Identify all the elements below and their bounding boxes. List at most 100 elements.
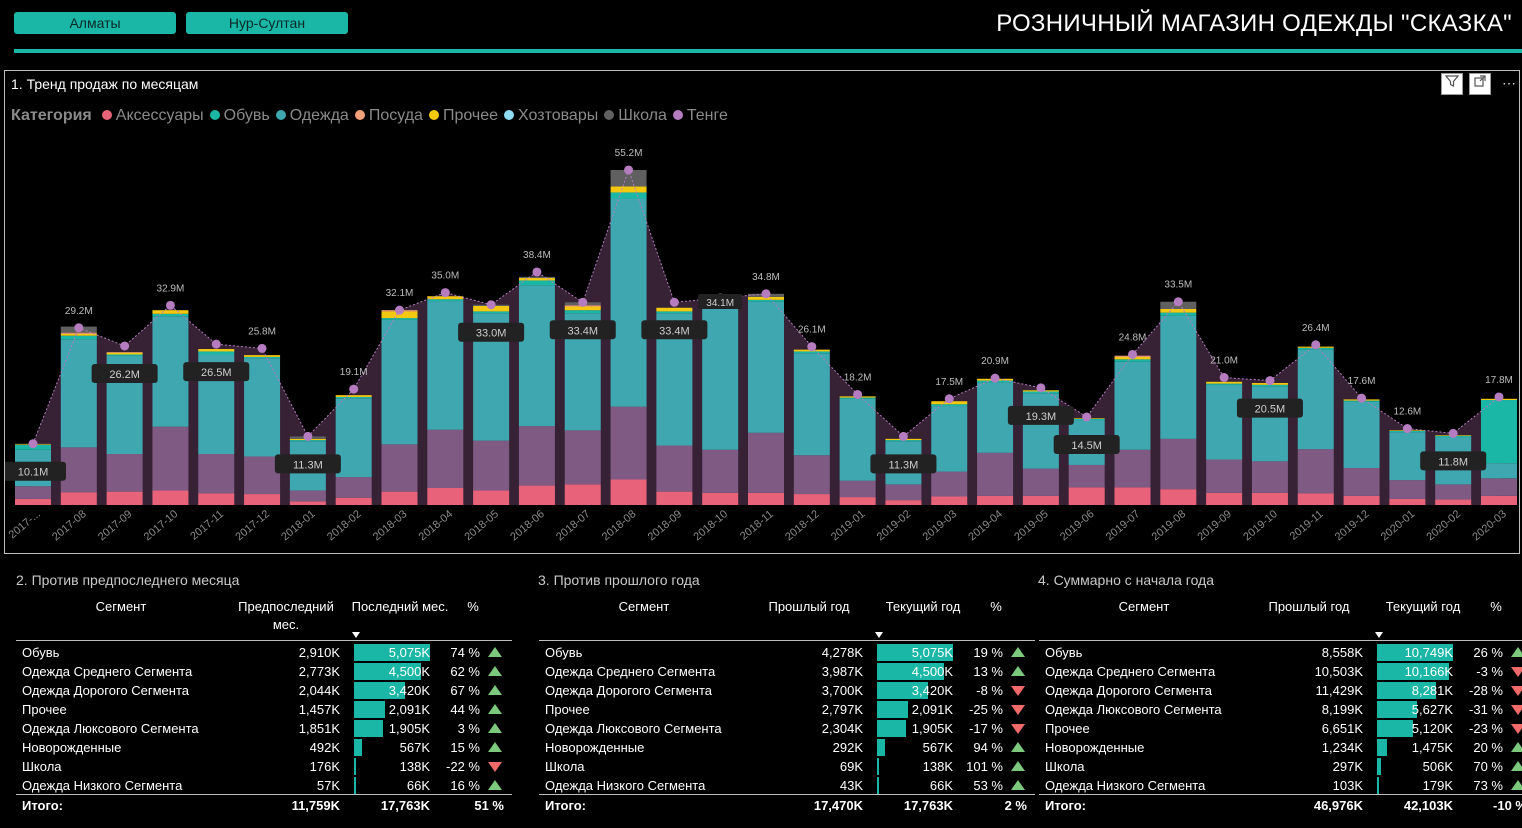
column-header[interactable]: Текущий год	[885, 599, 961, 614]
column-header[interactable]: %	[467, 599, 479, 614]
previous-value-cell: 1,457K	[298, 702, 340, 717]
table-row[interactable]: Одежда Дорогого Сегмента 2,044K 3,420K 67 %	[16, 681, 512, 700]
table-row[interactable]: Новорожденные 1,234K 1,475K 20 %	[1039, 738, 1522, 757]
filter-icon[interactable]	[1441, 73, 1463, 95]
bar-segment	[931, 496, 968, 505]
table-row[interactable]: Школа 297K 506K 70 %	[1039, 757, 1522, 776]
table-row[interactable]: Обувь 2,910K 5,075K 74 %	[16, 643, 512, 662]
bar-segment	[702, 307, 739, 450]
tenge-marker	[257, 343, 267, 353]
legend-item[interactable]: Одежда	[275, 107, 349, 124]
trend-up-icon	[488, 685, 502, 695]
legend-item[interactable]: Хозтовары	[504, 107, 598, 124]
bar-segment	[931, 471, 968, 497]
x-tick-label: 2018-03	[371, 508, 410, 543]
value-databar	[877, 720, 906, 737]
legend-item[interactable]: Аксессуары	[101, 107, 204, 124]
bar-segment	[610, 186, 647, 193]
table-row[interactable]: Одежда Низкого Сегмента 103K 179K 73 %	[1039, 776, 1522, 795]
column-header[interactable]: Предпоследний мес.	[238, 599, 334, 632]
table-row[interactable]: Новорожденные 292K 567K 94 %	[539, 738, 1035, 757]
trend-up-icon	[488, 742, 502, 752]
bar-segment	[1251, 461, 1288, 493]
percent-cell: 101 %	[966, 759, 1003, 774]
data-label: 25.8M	[248, 326, 276, 337]
total-previous-value: 46,976K	[1313, 798, 1363, 813]
column-header[interactable]: Сегмент	[1118, 599, 1170, 614]
table-row[interactable]: Одежда Низкого Сегмента 43K 66K 53 %	[539, 776, 1035, 795]
legend-item[interactable]: Посуда	[354, 107, 423, 124]
segment-cell: Одежда Среднего Сегмента	[1045, 664, 1216, 679]
legend-item[interactable]: Прочее	[428, 107, 498, 124]
table-row[interactable]: Одежда Дорогого Сегмента 3,700K 3,420K -8 %	[539, 681, 1035, 700]
column-header[interactable]: Прошлый год	[768, 599, 850, 614]
column-header[interactable]: Прошлый год	[1268, 599, 1350, 614]
bar-segment	[564, 306, 601, 311]
x-tick-label: 2020-01	[1379, 508, 1418, 543]
table-row[interactable]: Прочее 2,797K 2,091K -25 %	[539, 700, 1035, 719]
legend-item[interactable]: Тенге	[672, 107, 728, 124]
bar-segment	[198, 493, 235, 505]
trend-down-icon	[1511, 686, 1522, 696]
legend-label: Обувь	[223, 107, 270, 124]
table-row[interactable]: Одежда Дорогого Сегмента 11,429K 8,281K -28…	[1039, 681, 1522, 700]
percent-cell: 13 %	[973, 664, 1003, 679]
bar-segment	[1481, 463, 1517, 479]
legend-item[interactable]: Обувь	[209, 107, 270, 124]
current-value-cell: 3,420K	[388, 683, 430, 698]
previous-value-cell: 6,651K	[1321, 721, 1363, 736]
bar-segment	[335, 395, 372, 397]
x-tick-label: 2018-04	[417, 508, 456, 543]
table-row[interactable]: Школа 69K 138K 101 %	[539, 757, 1035, 776]
segment-cell: Обувь	[1045, 645, 1083, 660]
table-row[interactable]: Одежда Люксового Сегмента 1,851K 1,905K 3 %	[16, 719, 512, 738]
focus-mode-icon[interactable]	[1469, 73, 1491, 95]
x-tick-label: 2020-02	[1424, 508, 1463, 543]
bar-segment	[610, 406, 647, 480]
column-header[interactable]: Сегмент	[95, 599, 147, 614]
bar-segment	[793, 494, 830, 505]
value-databar	[877, 682, 929, 699]
percent-cell: 74 %	[450, 645, 480, 660]
column-header[interactable]: Текущий год	[1385, 599, 1461, 614]
table-row[interactable]: Обувь 8,558K 10,749K 26 %	[1039, 643, 1522, 662]
bar-segment	[518, 280, 555, 286]
table-row[interactable]: Школа 176K 138K -22 %	[16, 757, 512, 776]
table-row[interactable]: Прочее 1,457K 2,091K 44 %	[16, 700, 512, 719]
data-label-box	[1053, 435, 1120, 454]
legend-item[interactable]: Школа	[604, 107, 667, 124]
table-row[interactable]: Обувь 4,278K 5,075K 19 %	[539, 643, 1035, 662]
bar-segment	[1022, 391, 1059, 394]
percent-cell: 53 %	[973, 778, 1003, 793]
table-row[interactable]: Одежда Люксового Сегмента 8,199K 5,627K -31…	[1039, 700, 1522, 719]
percent-cell: 44 %	[450, 702, 480, 717]
percent-cell: 73 %	[1473, 778, 1503, 793]
percent-cell: 70 %	[1473, 759, 1503, 774]
table-row[interactable]: Одежда Среднего Сегмента 2,773K 4,500K 62 %	[16, 662, 512, 681]
column-header[interactable]: Сегмент	[618, 599, 670, 614]
table-row[interactable]: Одежда Люксового Сегмента 2,304K 1,905K -17…	[539, 719, 1035, 738]
table-row[interactable]: Прочее 6,651K 5,120K -23 %	[1039, 719, 1522, 738]
column-header[interactable]: %	[990, 599, 1002, 614]
current-value-cell: 10,749K	[1404, 645, 1453, 660]
table-row[interactable]: Новорожденные 492K 567K 15 %	[16, 738, 512, 757]
table-row[interactable]: Одежда Среднего Сегмента 3,987K 4,500K 13 %	[539, 662, 1035, 681]
x-tick-label: 2019-04	[966, 508, 1005, 543]
table-row[interactable]: Одежда Низкого Сегмента 57K 66K 16 %	[16, 776, 512, 795]
total-row: Итого: 17,470K 17,763K 2 %	[539, 796, 1035, 815]
column-header[interactable]: Последний мес.	[351, 599, 449, 614]
trend-down-icon	[1511, 667, 1522, 677]
city-button-almaty[interactable]: Алматы	[14, 12, 176, 34]
more-options-icon[interactable]: ⋯	[1502, 75, 1516, 91]
value-databar	[1377, 663, 1449, 680]
sort-descending-icon[interactable]	[1375, 632, 1383, 638]
sort-descending-icon[interactable]	[352, 632, 360, 638]
segment-cell: Обувь	[22, 645, 60, 660]
sales-trend-chart-panel[interactable]: 10.1M 29.2M 26.2M 32.9M 26.5M 25.8M 11.3M 19.1M…	[4, 70, 1520, 554]
percent-cell: 62 %	[450, 664, 480, 679]
city-button-nur-sultan[interactable]: Нур-Султан	[186, 12, 348, 34]
bar-segment	[473, 490, 510, 505]
column-header[interactable]: %	[1490, 599, 1502, 614]
table-row[interactable]: Одежда Среднего Сегмента 10,503K 10,166K -3…	[1039, 662, 1522, 681]
sort-descending-icon[interactable]	[875, 632, 883, 638]
